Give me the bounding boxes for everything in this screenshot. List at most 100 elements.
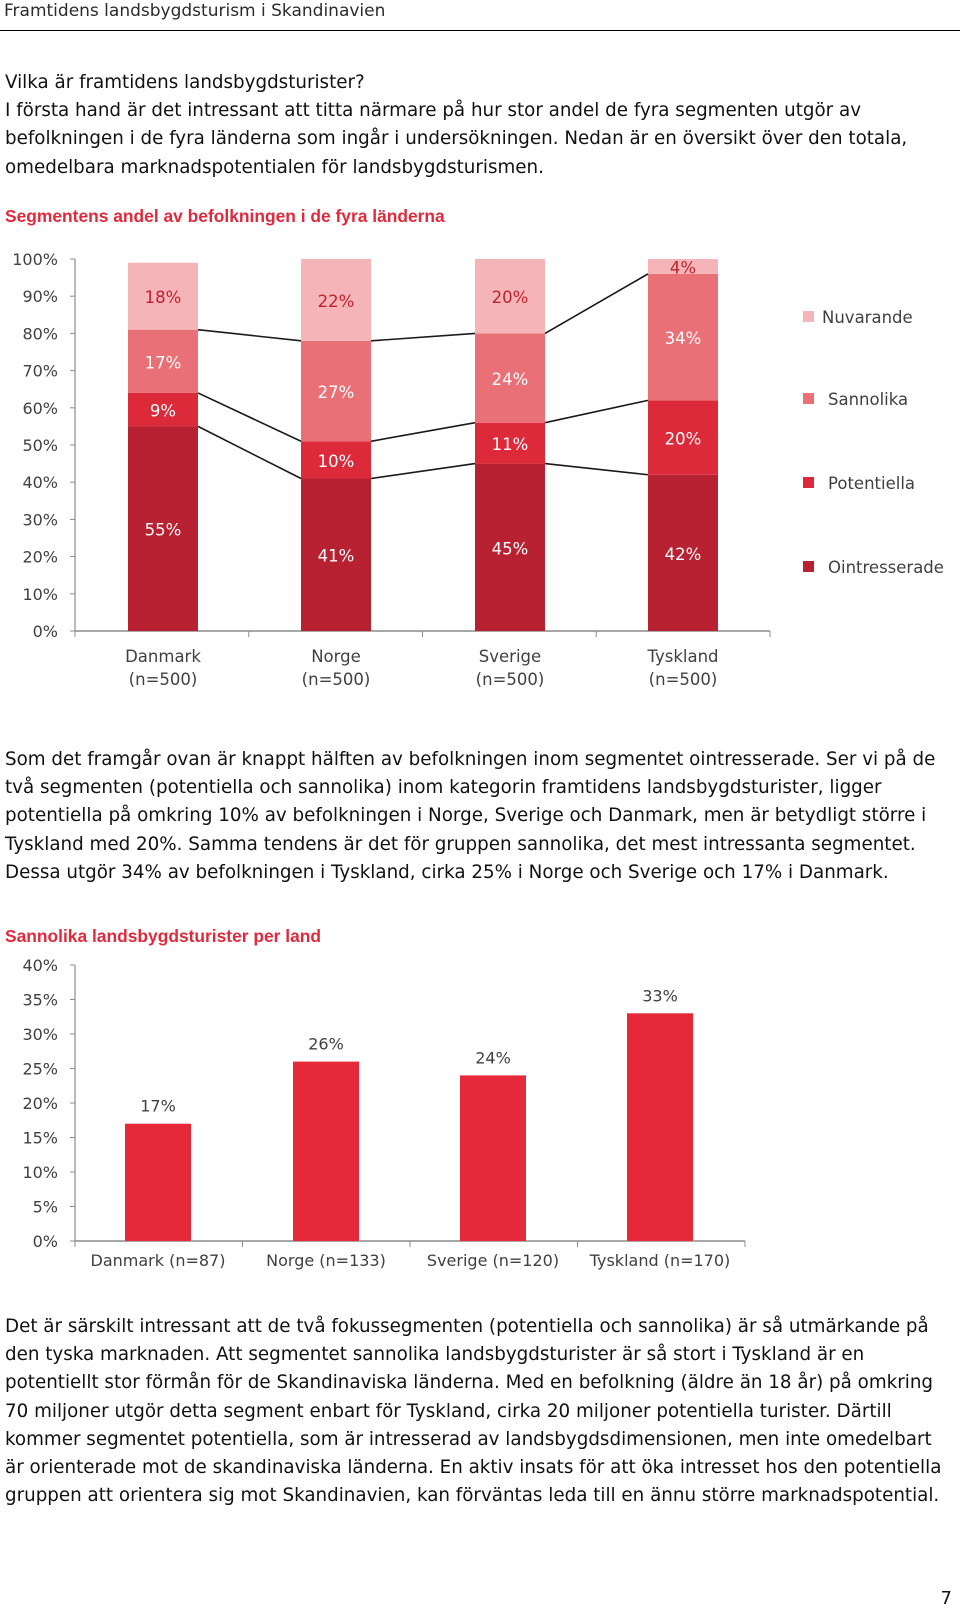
legend-label-nuvarande: Nuvarande — [822, 308, 913, 327]
data-label: 9% — [150, 402, 176, 421]
y-tick-label: 20% — [22, 1094, 58, 1113]
x-category-sub-label: (n=500) — [302, 670, 371, 689]
bar-segment-nuvarande — [648, 259, 718, 274]
bar-segment-sannolika — [648, 273, 718, 401]
intro-paragraph: Vilka är framtidens landsbygdsturister? … — [5, 69, 955, 182]
y-tick-label: 40% — [22, 956, 58, 975]
x-category-sub-label: (n=500) — [649, 670, 718, 689]
y-tick-label: 30% — [22, 1025, 58, 1044]
bar-segment-sannolika — [475, 333, 545, 423]
series-connector-line — [544, 399, 649, 424]
bar-segment-potentiella — [648, 400, 718, 475]
bar-segment-ointresserade — [475, 463, 545, 631]
stacked-bar-chart: 0% 10% 20% 30% 40% 50% 60% 70% 80% 90% 100% 55% 9% 17… — [12, 250, 944, 689]
data-label: 10% — [318, 452, 355, 471]
body1-line: Tyskland med 20%. Samma tendens är det f… — [5, 833, 916, 855]
body2-line: 70 miljoner utgör detta segment enbart f… — [5, 1400, 892, 1422]
data-label: 45% — [492, 539, 529, 558]
page-number: 7 — [940, 1588, 952, 1609]
x-category-label: Danmark — [125, 647, 201, 666]
bar-segment-nuvarande — [301, 259, 371, 341]
header-rule — [0, 30, 960, 31]
y-tick-label: 50% — [22, 436, 58, 455]
body2-line: potentiellt stor förmån för de Skandinav… — [5, 1372, 934, 1394]
series-connector-line — [370, 462, 476, 480]
bar — [125, 1123, 191, 1241]
bar-segment-nuvarande — [128, 262, 198, 330]
running-header: Framtidens landsbygdsturism i Skandinavi… — [4, 1, 386, 21]
legend-swatch-sannolika — [803, 393, 814, 404]
x-category-label: Tyskland — [646, 647, 718, 666]
data-label: 20% — [492, 288, 529, 307]
bar-segment-sannolika — [301, 340, 371, 442]
data-label: 41% — [318, 547, 355, 566]
bar-segment-nuvarande — [475, 259, 545, 334]
y-tick-label: 10% — [22, 1163, 58, 1182]
legend-swatch-nuvarande — [803, 311, 814, 322]
y-tick-label: 60% — [22, 399, 58, 418]
series-connector-line — [544, 273, 649, 335]
x-category-label: Norge — [311, 647, 361, 666]
body2-line: kommer segmentet potentiella, som är int… — [5, 1428, 932, 1450]
data-label: 24% — [492, 370, 529, 389]
figure2-caption: Sannolika landsbygdsturister per land — [5, 926, 322, 946]
series-connector-line — [370, 332, 476, 342]
body1-line: två segmenten (potentiella och sannolika… — [5, 777, 882, 799]
data-label: 33% — [642, 986, 678, 1005]
data-label: 34% — [665, 329, 702, 348]
y-tick-label: 90% — [22, 287, 58, 306]
legend-swatch-ointresserade — [803, 561, 814, 572]
y-tick-label: 10% — [22, 585, 58, 604]
y-tick-label: 5% — [33, 1198, 58, 1217]
y-tick-label: 20% — [22, 548, 58, 567]
y-tick-label: 40% — [22, 473, 58, 492]
bar-segment-ointresserade — [301, 478, 371, 631]
body1-line: potentiella på omkring 10% av befolkning… — [5, 805, 927, 827]
x-category-label: Norge (n=133) — [266, 1251, 386, 1270]
body1-line: Dessa utgör 34% av befolkningen i Tyskla… — [5, 861, 889, 883]
bar — [627, 1013, 693, 1241]
y-tick-label: 0% — [33, 622, 58, 641]
y-tick-label: 80% — [22, 324, 58, 343]
y-tick-label: 15% — [22, 1129, 58, 1148]
data-label: 24% — [475, 1048, 511, 1067]
data-label: 17% — [140, 1097, 176, 1116]
data-label: 18% — [145, 288, 182, 307]
bar-segment-potentiella — [475, 422, 545, 464]
series-connector-line — [197, 425, 302, 480]
data-label: 26% — [308, 1035, 344, 1054]
x-category-label: Sverige — [479, 647, 541, 666]
y-tick-label: 30% — [22, 510, 58, 529]
y-tick-label: 70% — [22, 362, 58, 381]
bar-segment-sannolika — [128, 329, 198, 393]
x-category-label: Tyskland (n=170) — [589, 1251, 731, 1270]
bar-chart: 0% 5% 10% 15% 20% 25% 30% 35% 40% 17% Danmark (n=8… — [22, 956, 746, 1270]
bar-segment-ointresserade — [648, 474, 718, 631]
legend-label-potentiella: Potentiella — [828, 474, 915, 493]
y-tick-label: 100% — [12, 250, 58, 269]
x-category-label: Danmark (n=87) — [91, 1251, 226, 1270]
y-tick-label: 35% — [22, 991, 58, 1010]
body2-line: den tyska marknaden. Att segmentet sanno… — [5, 1344, 865, 1366]
y-tick-label: 25% — [22, 1060, 58, 1079]
data-label: 22% — [318, 292, 355, 311]
figure1-caption: Segmentens andel av befolkningen i de fy… — [5, 206, 445, 226]
series-connector-line — [197, 328, 302, 342]
legend-label-sannolika: Sannolika — [828, 390, 908, 409]
x-category-sub-label: (n=500) — [476, 670, 545, 689]
data-label: 27% — [318, 383, 355, 402]
series-connector-line — [544, 462, 649, 476]
body2-line: är orienterade mot de skandinaviska länd… — [5, 1457, 942, 1479]
body-paragraph-2: Det är särskilt intressant att de två fo… — [5, 1313, 955, 1510]
data-label: 17% — [145, 353, 182, 372]
body2-line: Det är särskilt intressant att de två fo… — [5, 1316, 929, 1337]
series-connector-line — [197, 392, 302, 443]
data-label: 55% — [145, 521, 182, 540]
data-label: 4% — [670, 258, 696, 277]
bar — [460, 1075, 526, 1241]
x-category-label: Sverige (n=120) — [427, 1251, 559, 1270]
body-paragraph-1: Som det framgår ovan är knappt hälften a… — [5, 746, 955, 887]
legend-label-ointresserade: Ointresserade — [828, 558, 944, 577]
bar — [293, 1061, 359, 1241]
legend-swatch-potentiella — [803, 477, 814, 488]
